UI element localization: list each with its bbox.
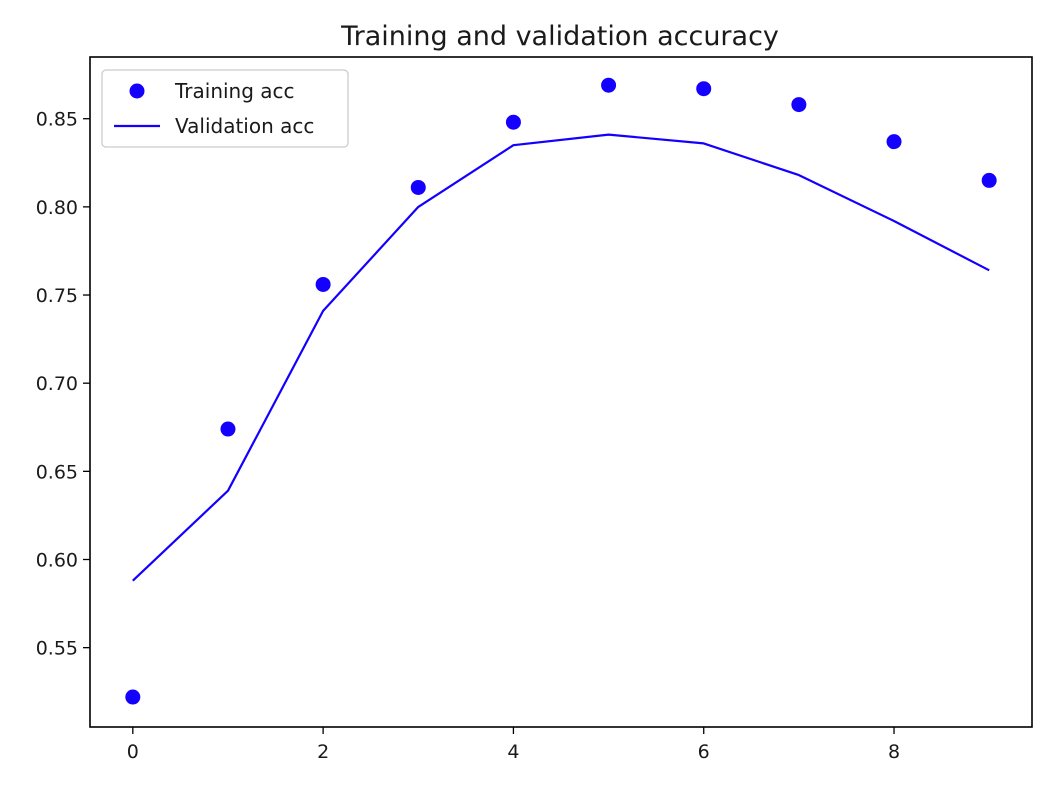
training-point-0 xyxy=(125,689,141,705)
legend-marker-training xyxy=(129,83,145,99)
training-point-4 xyxy=(505,114,521,130)
training-point-8 xyxy=(886,134,902,150)
y-tick-label-0: 0.55 xyxy=(36,638,78,660)
y-tick-label-5: 0.80 xyxy=(36,197,78,219)
plot-frame xyxy=(89,56,1033,728)
watermark-text: RAIS xyxy=(964,734,1014,759)
training-point-9 xyxy=(981,172,997,188)
series-line-validation xyxy=(132,133,990,582)
y-tick-label-4: 0.75 xyxy=(36,285,78,307)
x-tick-label-0: 0 xyxy=(127,741,139,763)
training-point-2 xyxy=(315,276,331,292)
x-tick-label-3: 6 xyxy=(698,741,710,763)
training-point-7 xyxy=(791,97,807,113)
legend-label-validation: Validation acc xyxy=(175,114,314,138)
chart-title: Training and validation accuracy xyxy=(340,21,779,52)
y-tick-label-3: 0.70 xyxy=(36,373,78,395)
training-point-3 xyxy=(410,179,426,195)
legend: Training acc Validation acc xyxy=(101,69,349,148)
y-tick-label-1: 0.60 xyxy=(36,550,78,572)
legend-label-training: Training acc xyxy=(174,79,295,103)
x-tick-label-1: 2 xyxy=(317,741,329,763)
y-tick-label-6: 0.85 xyxy=(36,109,78,131)
watermark: RAIS xyxy=(923,730,1014,759)
x-tick-label-2: 4 xyxy=(507,741,519,763)
training-point-5 xyxy=(601,77,617,93)
x-tick-label-4: 8 xyxy=(888,741,900,763)
wechat-icon xyxy=(923,730,957,758)
y-tick-label-2: 0.65 xyxy=(36,461,78,483)
training-point-1 xyxy=(220,421,236,437)
training-point-6 xyxy=(696,81,712,97)
legend-box xyxy=(101,69,349,148)
